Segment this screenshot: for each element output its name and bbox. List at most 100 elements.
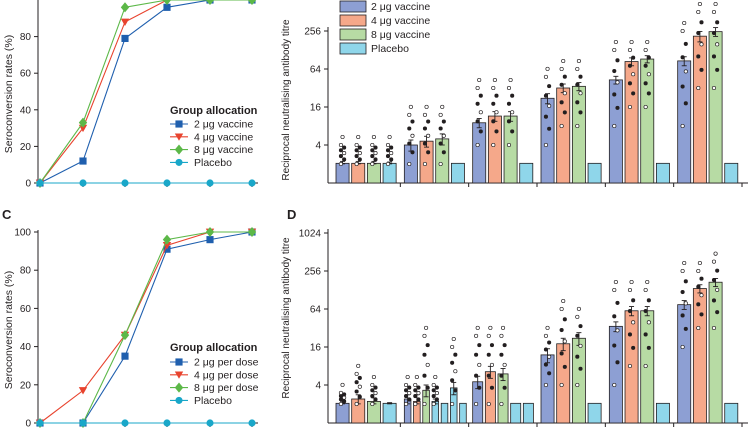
outlier-point (440, 104, 445, 109)
outlier-point (645, 39, 650, 45)
data-point (680, 268, 685, 274)
outlier-point (576, 58, 581, 64)
data-point (489, 362, 495, 367)
data-point (494, 93, 499, 98)
series-line (39, 0, 252, 184)
data-point (612, 382, 617, 388)
outlier-point (405, 374, 410, 380)
bar (382, 402, 397, 424)
data-point (491, 142, 496, 148)
data-point (373, 151, 378, 156)
data-point (615, 300, 620, 305)
data-point (342, 145, 347, 150)
data-point (683, 279, 688, 284)
data-point (711, 85, 717, 91)
data-point (78, 387, 88, 395)
outlier-point (629, 39, 634, 45)
outlier-point (451, 336, 456, 342)
data-point (506, 101, 512, 106)
data-point (510, 110, 515, 115)
data-point (357, 384, 362, 389)
data-point (354, 154, 359, 159)
outlier-point (477, 77, 482, 83)
data-point (410, 150, 415, 155)
data-point (475, 119, 480, 124)
data-point (422, 126, 428, 131)
data-point (121, 352, 129, 360)
bar (624, 61, 639, 184)
data-point (342, 392, 347, 397)
data-point (162, 234, 172, 245)
data-point (711, 277, 717, 283)
data-point (627, 287, 633, 293)
bar (435, 138, 450, 184)
data-point (474, 373, 479, 378)
legend-label: 2 μg vaccine (194, 119, 253, 131)
data-point (491, 101, 496, 106)
data-point (370, 401, 375, 407)
legend-marker (175, 396, 183, 404)
data-point (680, 290, 685, 295)
data-point (431, 394, 436, 399)
outlier-point (475, 325, 480, 330)
data-point (615, 328, 620, 333)
data-point (410, 119, 415, 124)
data-point (78, 124, 88, 133)
data-point (422, 352, 427, 357)
data-point (491, 85, 496, 91)
data-point (373, 391, 378, 396)
data-point (370, 148, 375, 153)
data-point (627, 47, 633, 53)
data-point (373, 157, 378, 162)
data-point (486, 352, 491, 357)
outlier-point (488, 325, 493, 330)
data-point (696, 85, 701, 91)
bar (571, 85, 586, 184)
data-point (441, 133, 446, 138)
data-point (499, 401, 504, 407)
data-point (631, 55, 636, 60)
legend-label: 8 μg vaccine (194, 144, 253, 156)
data-point (338, 148, 343, 153)
data-point (612, 287, 617, 293)
data-point (543, 382, 548, 388)
data-point (422, 373, 427, 378)
data-point (696, 31, 701, 36)
data-point (696, 284, 701, 289)
data-point (683, 301, 688, 306)
data-point (680, 344, 685, 350)
data-point (559, 123, 564, 129)
panel-b-ylabel: Reciprocal neutralising antibody titre (281, 19, 292, 181)
data-point (357, 157, 362, 162)
bar (571, 337, 586, 424)
data-point (627, 309, 633, 314)
outlier-point (697, 260, 702, 266)
data-point (494, 129, 499, 134)
panel-d: D Reciprocal neutralising antibody titre… (281, 207, 748, 427)
y-tick-label: 0 (25, 179, 31, 190)
legend-label-placebo: Placebo (371, 43, 409, 55)
data-point (338, 390, 343, 395)
data-point (79, 179, 87, 187)
data-point (354, 142, 359, 148)
data-point (612, 47, 617, 53)
panel-c-ylabel: Seroconversion rates (%) (3, 271, 15, 389)
outlier-point (682, 20, 687, 26)
data-point (643, 287, 648, 293)
legend-swatch-placebo (339, 42, 367, 55)
data-point (450, 344, 455, 350)
outlier-point (492, 77, 497, 83)
data-point (699, 293, 704, 298)
data-point (559, 306, 564, 312)
data-point (434, 397, 439, 402)
data-point (248, 179, 256, 187)
panel-b-bars (335, 1, 739, 184)
data-point (163, 179, 171, 187)
y-tick-label: 4 (315, 381, 321, 392)
panel-c: C Seroconversion rates (%) 020406080100 … (2, 207, 259, 430)
data-point (715, 20, 720, 25)
bar (519, 162, 534, 184)
data-point (354, 371, 359, 376)
data-point (615, 80, 620, 85)
